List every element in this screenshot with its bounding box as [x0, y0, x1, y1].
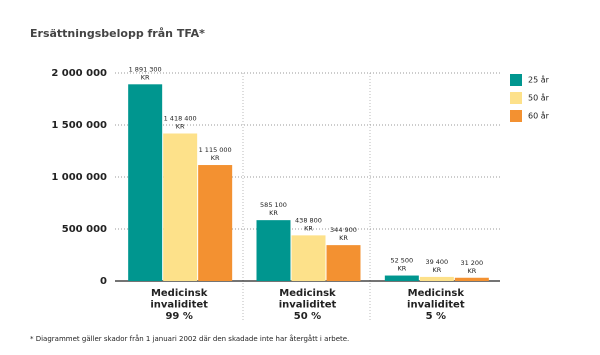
bar — [256, 220, 291, 281]
y-tick-label: 1 500 000 — [51, 120, 107, 131]
x-tick-label: Medicinsk invaliditet 50 % — [279, 288, 337, 322]
value-label: 1 115 000 KR — [199, 146, 232, 162]
bar — [384, 275, 419, 281]
bar — [454, 277, 489, 281]
value-label: 1 418 400 KR — [164, 114, 197, 130]
bar — [128, 84, 163, 281]
value-label: 585 100 KR — [260, 201, 287, 217]
y-tick-label: 0 — [100, 276, 107, 287]
footnote: * Diagrammet gäller skador från 1 januar… — [30, 334, 349, 343]
value-label: 1 891 300 KR — [129, 65, 162, 81]
x-tick-label: Medicinsk invaliditet 99 % — [150, 288, 208, 322]
legend-label: 25 år — [528, 75, 550, 85]
legend-swatch — [510, 74, 522, 86]
legend-swatch — [510, 92, 522, 104]
y-tick-label: 500 000 — [62, 224, 107, 235]
bar — [291, 235, 326, 281]
legend-swatch — [510, 110, 522, 122]
chart-title: Ersättningsbelopp från TFA* — [30, 27, 205, 40]
bar — [163, 133, 198, 281]
x-tick-label: Medicinsk invaliditet 5 % — [407, 288, 465, 322]
bar — [419, 276, 454, 281]
value-label: 344 900 KR — [330, 226, 357, 242]
value-label: 438 800 KR — [295, 216, 322, 232]
legend-label: 60 år — [528, 111, 550, 121]
legend-label: 50 år — [528, 93, 550, 103]
y-tick-label: 2 000 000 — [51, 68, 107, 79]
value-label: 39 400 KR — [425, 258, 448, 274]
bar — [326, 245, 361, 281]
y-tick-label: 1 000 000 — [51, 172, 107, 183]
bar — [198, 165, 233, 281]
value-label: 31 200 KR — [460, 259, 483, 275]
value-label: 52 500 KR — [390, 257, 413, 273]
